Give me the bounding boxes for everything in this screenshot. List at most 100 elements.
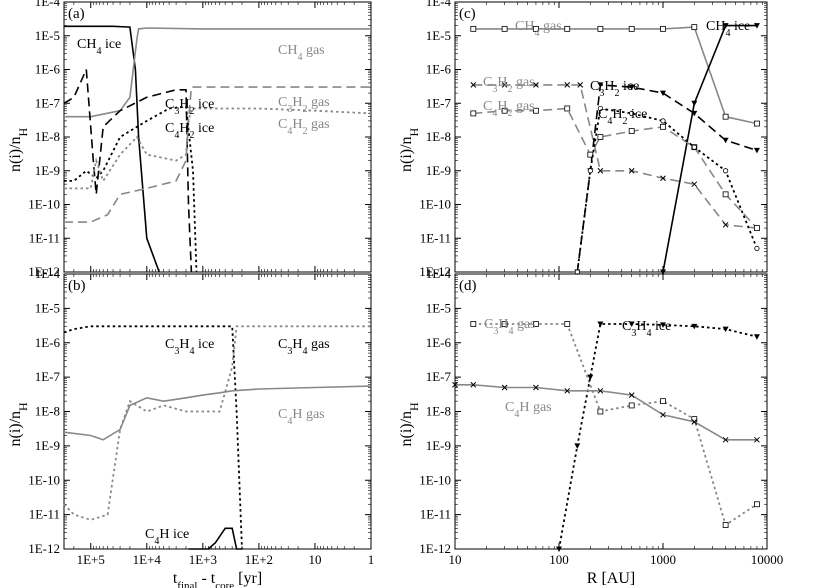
y-tick-label: 1E-6 bbox=[35, 335, 61, 350]
series-annotation: C4H2 gas bbox=[278, 117, 330, 137]
y-tick-label: 1E-5 bbox=[35, 28, 60, 43]
y-tick-label: 1E-4 bbox=[35, 266, 61, 281]
data-point bbox=[452, 381, 458, 388]
x-tick-label: 1 bbox=[368, 552, 375, 567]
series-line-c4h-gas bbox=[455, 384, 757, 441]
data-point bbox=[660, 90, 666, 97]
data-point bbox=[564, 25, 571, 32]
x-tick-label: 10 bbox=[308, 552, 321, 567]
x-tick-label: 1E+5 bbox=[77, 552, 105, 567]
y-tick-label: 1E-8 bbox=[426, 404, 451, 419]
y-axis-label: n(i)/nH bbox=[7, 402, 30, 447]
data-point bbox=[556, 546, 562, 552]
series-line-ch4-gas bbox=[64, 27, 371, 118]
y-tick-label: 1E-10 bbox=[419, 197, 451, 212]
data-point bbox=[628, 128, 635, 134]
data-point bbox=[597, 408, 604, 415]
data-point bbox=[597, 134, 604, 140]
data-point bbox=[533, 82, 539, 88]
series-annotation: C3H4 ice bbox=[622, 319, 671, 339]
data-point bbox=[587, 374, 594, 381]
data-point bbox=[753, 23, 760, 29]
data-point bbox=[501, 107, 508, 114]
data-point bbox=[660, 25, 666, 32]
series-line-c3h4-ice bbox=[558, 323, 758, 550]
series-line-c3h4-gas bbox=[473, 323, 758, 527]
y-tick-label: 1E-10 bbox=[28, 472, 60, 487]
x-tick-label: 1E+3 bbox=[189, 552, 217, 567]
data-point bbox=[628, 25, 635, 32]
data-point bbox=[722, 436, 729, 443]
data-point bbox=[691, 24, 698, 31]
data-point bbox=[564, 105, 571, 112]
panel-frame bbox=[63, 273, 372, 550]
series-line-c3h4-gas bbox=[63, 325, 371, 521]
data-point bbox=[564, 387, 571, 394]
y-tick-label: 1E-8 bbox=[35, 404, 60, 419]
data-point bbox=[533, 107, 539, 114]
x-tick-label: 1000 bbox=[650, 552, 676, 567]
series-line-c4h2-ice bbox=[576, 107, 758, 273]
data-point bbox=[501, 25, 508, 32]
y-tick-label: 1E-4 bbox=[426, 266, 452, 281]
series-line-ch4-ice bbox=[662, 24, 757, 273]
data-point bbox=[660, 411, 666, 418]
data-point bbox=[722, 137, 729, 144]
data-point bbox=[597, 167, 604, 174]
panel-label: (a) bbox=[68, 6, 85, 22]
data-point bbox=[754, 120, 760, 127]
y-tick-label: 1E-6 bbox=[426, 62, 452, 77]
y-tick-label: 1E-7 bbox=[35, 369, 61, 384]
series-annotation: C4H gas bbox=[505, 400, 552, 420]
data-point bbox=[501, 384, 508, 391]
x-axis-label: tfinal - tcore [yr] bbox=[173, 570, 262, 588]
data-point bbox=[660, 118, 666, 124]
data-point bbox=[470, 381, 477, 388]
series-line-c4h2-gas bbox=[473, 107, 758, 229]
y-tick-label: 1E-12 bbox=[28, 541, 60, 556]
series-annotation: C3H2 ice bbox=[590, 79, 639, 99]
series-annotation: C3H4 gas bbox=[484, 317, 536, 337]
panel-label: (d) bbox=[459, 278, 477, 294]
data-point bbox=[754, 245, 760, 252]
data-point bbox=[753, 147, 760, 154]
y-tick-label: 1E-9 bbox=[35, 163, 60, 178]
panel-label: (c) bbox=[459, 6, 476, 22]
series-annotation: CH4 ice bbox=[77, 37, 121, 57]
data-point bbox=[564, 82, 571, 88]
y-axis-label: n(i)/nH bbox=[7, 127, 30, 172]
data-point bbox=[533, 321, 539, 327]
y-tick-label: 1E-10 bbox=[419, 472, 451, 487]
series-line-c4h2-gas bbox=[64, 107, 372, 190]
y-tick-label: 1E-5 bbox=[426, 28, 451, 43]
data-point bbox=[628, 84, 635, 91]
series-annotation: C4H2 ice bbox=[165, 121, 214, 141]
series-annotation: C3H2 gas bbox=[483, 75, 535, 95]
data-point bbox=[691, 110, 698, 117]
y-tick-label: 1E-10 bbox=[28, 197, 60, 212]
series-line-c3h2-ice bbox=[63, 69, 193, 273]
data-point bbox=[628, 402, 635, 409]
y-tick-label: 1E-9 bbox=[426, 438, 451, 453]
data-point bbox=[597, 25, 604, 32]
data-point bbox=[628, 167, 635, 174]
data-point bbox=[597, 105, 603, 112]
data-point bbox=[629, 110, 635, 117]
y-tick-label: 1E-12 bbox=[28, 264, 60, 279]
data-point bbox=[501, 82, 508, 88]
series-annotation: C3H4 ice bbox=[165, 337, 214, 357]
data-point bbox=[691, 100, 698, 107]
data-point bbox=[660, 322, 666, 328]
series-annotation: C3H2 ice bbox=[165, 97, 214, 117]
data-point bbox=[754, 225, 760, 231]
series-line-c4h-gas bbox=[63, 385, 372, 441]
data-point bbox=[754, 436, 760, 443]
data-point bbox=[722, 191, 729, 198]
data-point bbox=[691, 144, 697, 150]
y-axis-label: n(i)/nH bbox=[398, 402, 421, 447]
x-tick-label: 10 bbox=[449, 552, 462, 567]
panel-frame bbox=[454, 273, 768, 550]
series-annotation: C3H2 gas bbox=[278, 95, 330, 115]
data-point bbox=[587, 151, 594, 158]
